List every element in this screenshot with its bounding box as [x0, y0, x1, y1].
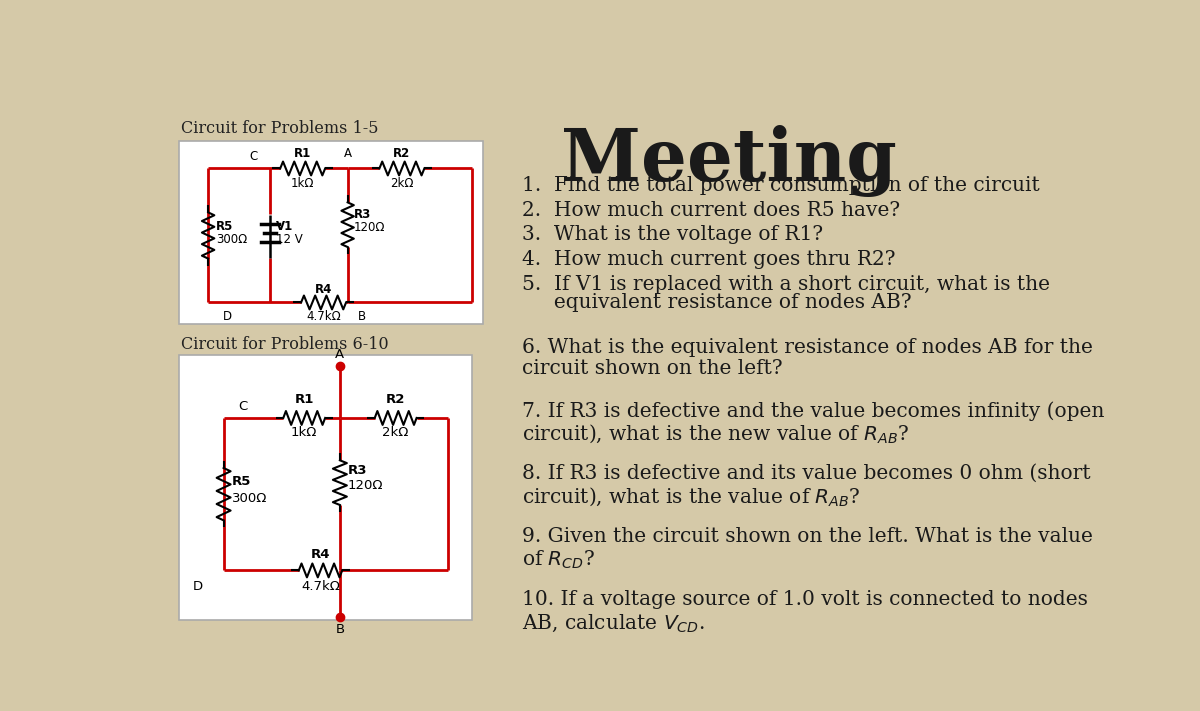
Text: C: C [239, 400, 247, 413]
Text: 9. Given the circuit shown on the left. What is the value: 9. Given the circuit shown on the left. … [522, 528, 1093, 546]
Text: R5: R5 [216, 220, 233, 232]
Text: circuit), what is the value of $R_{AB}$?: circuit), what is the value of $R_{AB}$? [522, 486, 860, 508]
Text: Circuit for Problems 6-10: Circuit for Problems 6-10 [181, 336, 389, 353]
Text: 2.  How much current does R5 have?: 2. How much current does R5 have? [522, 201, 900, 220]
Text: B: B [358, 310, 366, 324]
Text: 4.7kΩ: 4.7kΩ [306, 310, 341, 324]
Text: of $R_{CD}$?: of $R_{CD}$? [522, 549, 595, 571]
Text: AB, calculate $V_{CD}$.: AB, calculate $V_{CD}$. [522, 612, 704, 634]
Text: 120Ω: 120Ω [348, 479, 383, 492]
Text: C: C [248, 150, 257, 163]
Text: V1: V1 [276, 220, 294, 232]
Text: R2: R2 [394, 147, 410, 160]
Text: 12 V: 12 V [276, 232, 304, 246]
Text: R1: R1 [294, 392, 314, 406]
Text: R4: R4 [314, 282, 332, 296]
Text: circuit shown on the left?: circuit shown on the left? [522, 360, 782, 378]
Text: 7. If R3 is defective and the value becomes infinity (open: 7. If R3 is defective and the value beco… [522, 401, 1104, 421]
Text: 3.  What is the voltage of R1?: 3. What is the voltage of R1? [522, 225, 823, 245]
Text: 120Ω: 120Ω [354, 221, 385, 234]
Text: 300Ω: 300Ω [216, 232, 247, 246]
Text: B: B [335, 623, 344, 636]
Text: R4: R4 [311, 548, 330, 561]
Text: D: D [223, 310, 232, 324]
Text: A: A [335, 348, 344, 361]
Text: 2kΩ: 2kΩ [383, 427, 409, 439]
Text: 6. What is the equivalent resistance of nodes AB for the: 6. What is the equivalent resistance of … [522, 338, 1093, 357]
FancyBboxPatch shape [180, 355, 472, 621]
Text: 8. If R3 is defective and its value becomes 0 ohm (short: 8. If R3 is defective and its value beco… [522, 464, 1091, 483]
Text: equivalent resistance of nodes AB?: equivalent resistance of nodes AB? [522, 293, 912, 312]
Text: R5: R5 [232, 476, 252, 488]
Text: 2kΩ: 2kΩ [390, 177, 414, 190]
FancyBboxPatch shape [180, 141, 484, 324]
Text: 1.  Find the total power consumption of the circuit: 1. Find the total power consumption of t… [522, 176, 1039, 196]
Text: circuit), what is the new value of $R_{AB}$?: circuit), what is the new value of $R_{A… [522, 422, 910, 445]
Text: R1: R1 [294, 147, 311, 160]
Text: 4.  How much current goes thru R2?: 4. How much current goes thru R2? [522, 250, 895, 269]
Text: Meeting: Meeting [560, 125, 896, 198]
Text: 5.  If V1 is replaced with a short circuit, what is the: 5. If V1 is replaced with a short circui… [522, 274, 1050, 294]
Text: Circuit for Problems 1-5: Circuit for Problems 1-5 [181, 120, 378, 137]
Text: R2: R2 [386, 392, 406, 406]
Text: 4.7kΩ: 4.7kΩ [301, 579, 340, 593]
Text: 1kΩ: 1kΩ [292, 427, 318, 439]
Text: R3: R3 [348, 464, 367, 477]
Text: D: D [193, 579, 203, 593]
Text: 10. If a voltage source of 1.0 volt is connected to nodes: 10. If a voltage source of 1.0 volt is c… [522, 590, 1088, 609]
Text: R3: R3 [354, 208, 371, 221]
Text: 1kΩ: 1kΩ [290, 177, 314, 190]
Text: A: A [343, 147, 352, 160]
Text: 300Ω: 300Ω [232, 492, 268, 506]
